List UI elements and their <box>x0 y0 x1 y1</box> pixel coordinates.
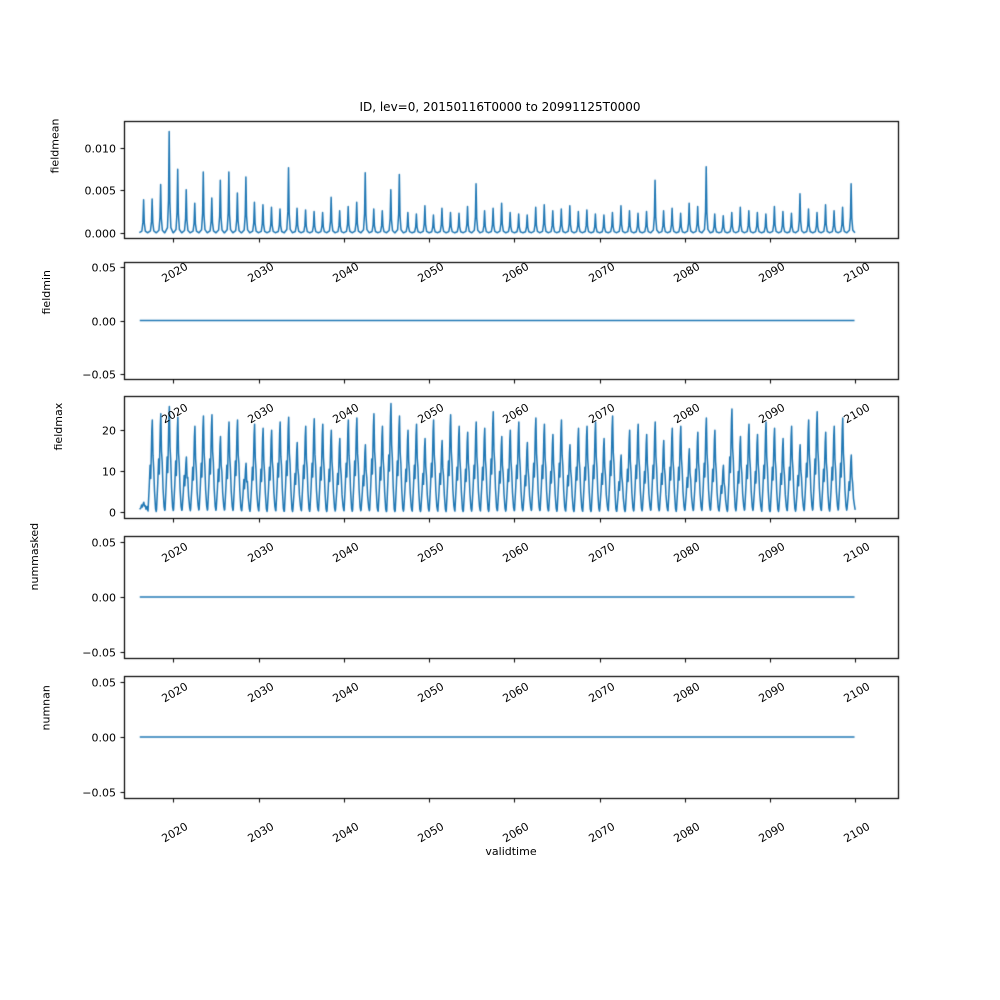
matplotlib-figure: ID, lev=0, 20150116T0000 to 20991125T000… <box>0 0 1000 1000</box>
plot-canvas <box>0 0 1000 1000</box>
